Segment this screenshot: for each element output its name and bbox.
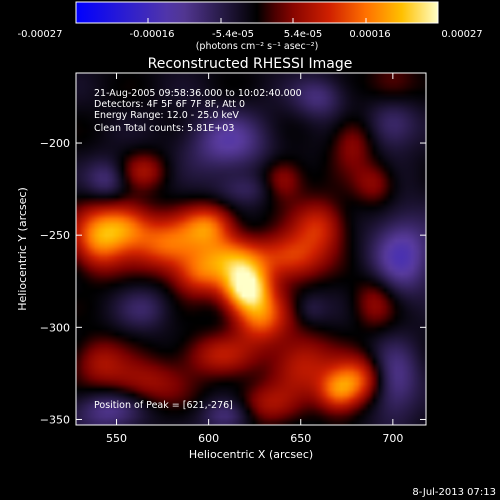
x-tick-label: 700	[382, 432, 403, 445]
plot-area	[75, 72, 427, 426]
annotation-total-counts: Clean Total counts: 5.81E+03	[94, 123, 234, 134]
annotation-detectors: Detectors: 4F 5F 6F 7F 8F, Att 0	[94, 99, 245, 110]
plot-frame	[75, 72, 427, 426]
y-tick-label: −250	[40, 229, 70, 242]
colorbar-ticks	[75, 18, 439, 23]
colorbar-tick-label: -5.4e-05	[212, 29, 254, 40]
y-axis-label: Heliocentric Y (arcsec)	[16, 187, 29, 311]
y-tick-label: −200	[40, 137, 70, 150]
x-tick-label: 550	[106, 432, 127, 445]
y-axis: −200 −250 −300 −350	[40, 137, 426, 426]
x-axis: 550 600 650 700	[106, 73, 403, 445]
heatmap-image	[76, 73, 426, 425]
annotation-time-range: 21-Aug-2005 09:58:36.000 to 10:02:40.000	[94, 88, 302, 99]
chart-title: Reconstructed RHESSI Image	[148, 56, 353, 72]
y-tick-label: −300	[40, 321, 70, 334]
annotation-energy-range: Energy Range: 12.0 - 25.0 keV	[94, 110, 239, 121]
y-tick-label: −350	[40, 413, 70, 426]
x-tick-label: 650	[290, 432, 311, 445]
colorbar-unit-label: (photons cm⁻² s⁻¹ asec⁻²)	[196, 41, 319, 52]
x-axis-label: Heliocentric X (arcsec)	[189, 448, 313, 461]
x-tick-label: 600	[198, 432, 219, 445]
render-timestamp: 8-Jul-2013 07:13	[412, 487, 496, 498]
peak-position-label: Position of Peak = [621,-276]	[94, 400, 233, 411]
colorbar-tick-label: 5.4e-05	[284, 29, 322, 40]
colorbar-tick-label: -0.00016	[130, 29, 175, 40]
colorbar-gradient	[75, 1, 439, 24]
colorbar-tick-label: -0.00027	[18, 29, 63, 40]
colorbar: -0.00027 -0.00016 -5.4e-05 5.4e-05 0.000…	[18, 1, 483, 52]
colorbar-tick-label: 0.00027	[441, 29, 482, 40]
colorbar-tick-label: 0.00016	[349, 29, 390, 40]
